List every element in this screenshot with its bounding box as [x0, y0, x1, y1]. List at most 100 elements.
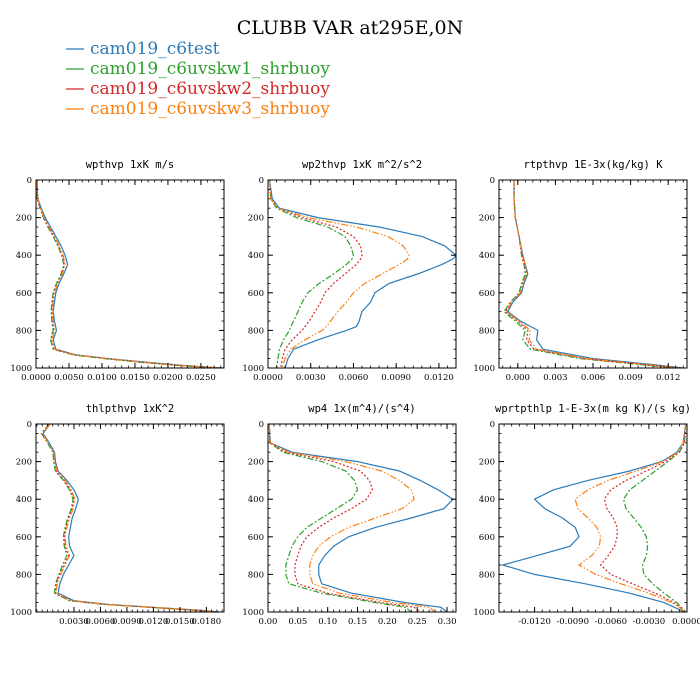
y-tick-label: 600: [16, 289, 32, 299]
x-tick-label: 0.0060: [86, 617, 116, 627]
plot-frame: [267, 179, 457, 369]
y-tick-label: 600: [248, 533, 264, 543]
series-line-4: [574, 424, 687, 612]
panel-title: wp4 1x(m^4)/(s^4): [308, 403, 415, 415]
x-tick-label: 0.000: [506, 373, 530, 383]
x-tick-label: 0.25: [408, 617, 427, 627]
series-line-3: [268, 180, 363, 368]
legend-entry: cam019_c6test: [66, 39, 220, 59]
y-tick-label: 400: [16, 251, 32, 261]
y-tick-label: 200: [479, 458, 495, 468]
y-tick-label: 0: [27, 420, 32, 430]
x-tick-label: 0.0150: [120, 373, 150, 383]
x-tick-label: -0.0030: [633, 617, 666, 627]
series-line-1: [268, 424, 454, 612]
x-tick-label: 0.05: [288, 617, 307, 627]
x-tick-label: -0.0090: [556, 617, 589, 627]
series-line-4: [268, 180, 410, 368]
y-tick-label: 0: [259, 176, 264, 186]
y-tick-label: 600: [479, 289, 495, 299]
y-tick-label: 200: [248, 458, 264, 468]
series-line-4: [41, 424, 217, 612]
y-tick-label: 800: [479, 570, 495, 580]
legend-entry: cam019_c6uvskw2_shrbuoy: [66, 79, 330, 99]
panel-2: wp2thvp 1xK m^2/s^2020040060080010000.00…: [242, 159, 457, 383]
series-line-4: [505, 180, 680, 368]
x-tick-label: 0.0180: [191, 617, 221, 627]
x-tick-label: 0.003: [543, 373, 567, 383]
legend-label: cam019_c6uvskw2_shrbuoy: [90, 79, 330, 99]
series-line-2: [268, 180, 355, 368]
series-line-4: [36, 180, 221, 368]
x-tick-label: 0.0000: [21, 373, 51, 383]
x-tick-label: 0.00: [259, 617, 278, 627]
series-line-1: [268, 180, 456, 368]
y-tick-label: 0: [27, 176, 32, 186]
y-tick-label: 600: [248, 289, 264, 299]
x-tick-label: 0.0090: [112, 617, 142, 627]
x-tick-label: -0.0120: [518, 617, 551, 627]
x-tick-label: 0.009: [618, 373, 642, 383]
y-tick-label: 400: [479, 495, 495, 505]
y-tick-label: 800: [16, 570, 32, 580]
x-tick-label: 0.006: [581, 373, 605, 383]
y-tick-label: 800: [479, 326, 495, 336]
x-tick-label: 0.0090: [381, 373, 411, 383]
panel-4: thlpthvp 1xK^2020040060080010000.00300.0…: [10, 403, 225, 627]
series-line-3: [504, 180, 678, 368]
x-tick-label: 0.0120: [139, 617, 169, 627]
series-line-3: [41, 424, 217, 612]
y-tick-label: 200: [16, 458, 32, 468]
series-line-1: [506, 180, 684, 368]
legend-entry: cam019_c6uvskw3_shrbuoy: [66, 99, 330, 119]
x-tick-label: 0.0030: [59, 617, 89, 627]
series-line-1: [36, 180, 224, 368]
y-tick-label: 0: [259, 420, 264, 430]
x-tick-label: 0.20: [378, 617, 397, 627]
panel-title: rtpthvp 1E-3x(kg/kg) K: [523, 159, 663, 171]
x-tick-label: -0.0060: [594, 617, 627, 627]
x-tick-label: 0.30: [438, 617, 457, 627]
series-line-2: [268, 424, 412, 612]
y-tick-label: 800: [248, 570, 264, 580]
x-tick-label: 0.0060: [339, 373, 369, 383]
panel-title: thlpthvp 1xK^2: [86, 403, 175, 415]
y-tick-label: 600: [479, 533, 495, 543]
y-tick-label: 200: [16, 214, 32, 224]
series-line-4: [268, 424, 436, 612]
y-tick-label: 1000: [10, 364, 32, 374]
y-tick-label: 600: [16, 533, 32, 543]
series-line-1: [500, 424, 687, 612]
figure-title: CLUBB VAR at295E,0N: [237, 17, 463, 39]
x-tick-label: 0.15: [348, 617, 367, 627]
plot-frame: [498, 423, 688, 613]
x-tick-label: 0.0100: [87, 373, 117, 383]
x-tick-label: 0.012: [656, 373, 680, 383]
x-tick-label: 0.0250: [186, 373, 216, 383]
x-tick-label: 0.10: [318, 617, 337, 627]
series-line-1: [42, 424, 220, 612]
y-tick-label: 1000: [473, 608, 495, 618]
x-tick-label: 0.0000: [253, 373, 283, 383]
plot-frame: [35, 423, 225, 613]
legend-label: cam019_c6uvskw3_shrbuoy: [90, 99, 330, 119]
x-tick-label: 0.0000: [672, 617, 700, 627]
y-tick-label: 1000: [473, 364, 495, 374]
panel-6: wprtpthlp 1-E-3x(m kg K)/(s kg)0 200 400 60…: [473, 403, 700, 627]
x-tick-label: 0.0030: [296, 373, 326, 383]
series-line-3: [268, 424, 421, 612]
panel-title: wpthvp 1xK m/s: [86, 159, 175, 171]
panel-title: wprtpthlp 1-E-3x(m kg K)/(s kg): [495, 403, 691, 415]
x-tick-label: 0.0150: [165, 617, 195, 627]
x-tick-label: 0.0050: [54, 373, 84, 383]
y-tick-label: 200: [479, 214, 495, 224]
series-line-3: [36, 180, 220, 368]
y-tick-label: 400: [248, 251, 264, 261]
series-line-3: [599, 424, 687, 612]
y-tick-label: 800: [248, 326, 264, 336]
y-tick-label: 400: [479, 251, 495, 261]
panel-3: rtpthvp 1E-3x(kg/kg) K 0 200 400 600 800 1000 0…: [473, 159, 688, 383]
